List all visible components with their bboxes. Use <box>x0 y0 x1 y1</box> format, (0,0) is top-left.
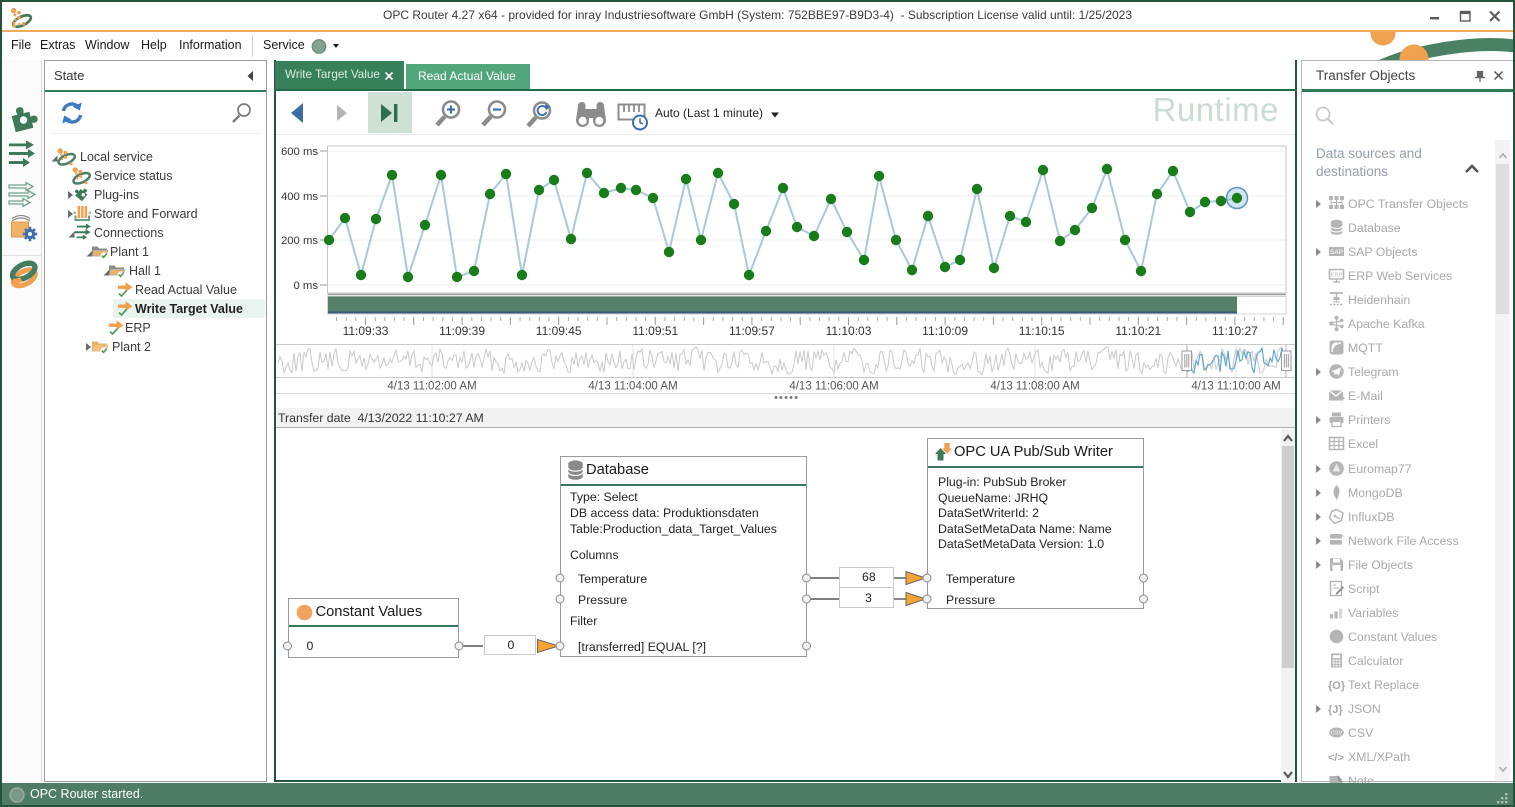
svg-text:4/13 11:10:00 AM: 4/13 11:10:00 AM <box>1191 381 1280 393</box>
svg-text:11:10:21: 11:10:21 <box>1115 324 1161 338</box>
svg-text:SAP: SAP <box>1330 249 1343 256</box>
svg-text:11:10:15: 11:10:15 <box>1019 324 1065 338</box>
svg-text:4/13 11:08:00 AM: 4/13 11:08:00 AM <box>990 381 1079 393</box>
svg-text:11:09:45: 11:09:45 <box>536 324 582 338</box>
svg-text:11:09:33: 11:09:33 <box>343 324 389 338</box>
svg-text:4/13 11:06:00 AM: 4/13 11:06:00 AM <box>789 381 878 393</box>
svg-text:ERP: ERP <box>1331 273 1343 279</box>
svg-text:400 ms: 400 ms <box>281 191 318 203</box>
svg-text:0 ms: 0 ms <box>294 280 319 292</box>
svg-text:11:10:03: 11:10:03 <box>826 324 872 338</box>
svg-text:CSV: CSV <box>1331 731 1343 737</box>
svg-text:11:10:27: 11:10:27 <box>1212 324 1258 338</box>
svg-text:11:09:57: 11:09:57 <box>729 324 775 338</box>
svg-text:600 ms: 600 ms <box>281 146 318 158</box>
svg-text:11:09:39: 11:09:39 <box>439 324 485 338</box>
svg-text:4/13 11:04:00 AM: 4/13 11:04:00 AM <box>588 381 677 393</box>
svg-text:200 ms: 200 ms <box>281 235 318 247</box>
svg-text:4/13 11:02:00 AM: 4/13 11:02:00 AM <box>387 381 476 393</box>
svg-text:11:09:51: 11:09:51 <box>632 324 678 338</box>
svg-text:11:10:09: 11:10:09 <box>922 324 968 338</box>
